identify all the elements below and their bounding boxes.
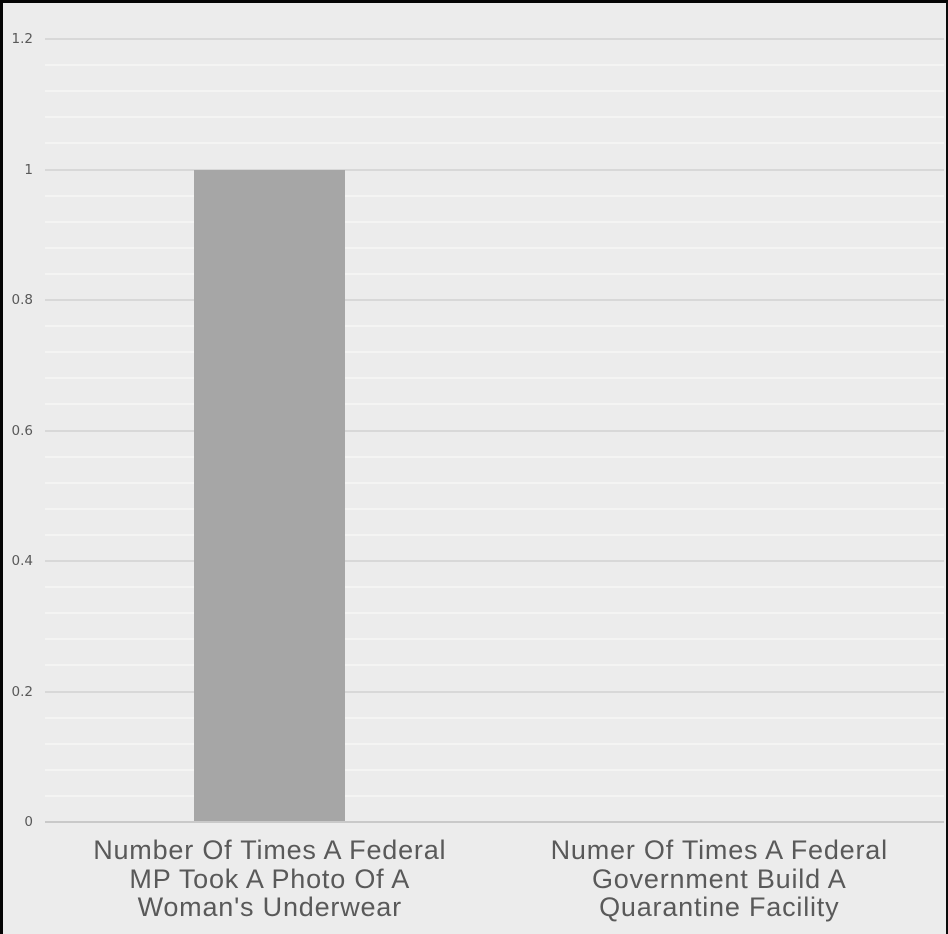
category-label-line: Quarantine Facility [599, 892, 840, 922]
minor-gridline [45, 612, 944, 615]
minor-gridline [45, 638, 944, 641]
bar [194, 169, 346, 822]
major-gridline [45, 38, 944, 40]
minor-gridline [45, 768, 944, 771]
y-tick-label: 1.2 [11, 31, 33, 47]
minor-gridline [45, 246, 944, 249]
major-gridline [45, 560, 944, 562]
category-label-line: Numer Of Times A Federal [550, 835, 888, 865]
y-tick-label: 1 [24, 161, 33, 178]
minor-gridline [45, 351, 944, 354]
category-label: Number Of Times A Federal MP Took A Photo… [25, 836, 515, 922]
minor-gridline [45, 455, 944, 458]
minor-gridline [45, 742, 944, 745]
y-tick-label: 0.6 [11, 422, 33, 439]
y-tick-label: 0.2 [11, 683, 33, 700]
minor-gridline [45, 403, 944, 406]
minor-gridline [45, 533, 944, 536]
minor-gridline [45, 220, 944, 223]
minor-gridline [45, 507, 944, 510]
category-label-line: Government Build A [591, 863, 847, 894]
category-label: Numer Of Times A Federal Government Build… [475, 835, 947, 922]
minor-gridline [45, 794, 944, 797]
minor-gridline [45, 194, 944, 197]
minor-gridline [45, 142, 944, 145]
major-gridline [45, 429, 944, 432]
minor-gridline [45, 664, 944, 667]
category-label-line: MP Took A Photo Of A [129, 863, 411, 894]
category-label-line: Woman's Underwear [137, 892, 402, 922]
minor-gridline [45, 64, 944, 67]
minor-gridline [45, 586, 944, 589]
minor-gridline [45, 481, 944, 484]
major-gridline [45, 168, 944, 171]
minor-gridline [45, 90, 944, 93]
major-gridline [45, 299, 944, 301]
minor-gridline [45, 325, 944, 328]
x-axis-line [45, 821, 944, 823]
major-gridline [45, 690, 944, 693]
y-tick-label: 0 [24, 814, 33, 830]
category-label-line: Number Of Times A Federal [93, 835, 447, 865]
y-tick-label: 0.8 [11, 292, 33, 308]
minor-gridline [45, 116, 944, 119]
minor-gridline [45, 716, 944, 719]
y-tick-label: 0.4 [11, 553, 33, 569]
minor-gridline [45, 377, 944, 380]
minor-gridline [45, 272, 944, 275]
plot-area [3, 3, 946, 934]
